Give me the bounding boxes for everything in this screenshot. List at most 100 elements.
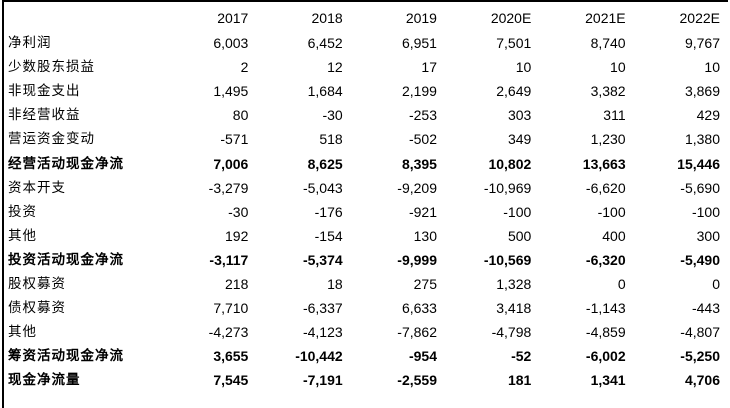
value-cell: 2,649 [496,83,532,100]
row-label: 资本开支 [8,179,66,196]
value-cell: -5,043 [302,179,343,196]
value-cell: 6,003 [213,35,249,52]
value-cell: -10,442 [295,348,343,365]
value-cell: 518 [319,131,343,148]
value-cell: -253 [408,107,437,124]
value-cell: -100 [597,203,626,220]
value-cell: -30 [322,107,343,124]
value-cell: 4,706 [684,372,720,389]
row-label: 营运资金变动 [8,131,95,148]
top-rule [4,0,728,2]
value-cell: 9,767 [684,35,720,52]
row-label: 经营活动现金净流 [8,155,124,172]
value-cell: 181 [507,372,532,389]
value-cell: -4,123 [302,324,343,341]
value-cell: -921 [408,203,437,220]
value-cell: -10,969 [483,179,532,196]
value-cell: 15,446 [677,155,720,172]
table-row: 非现金支出 1,495 1,684 2,199 2,649 3,382 3,869 [4,79,726,103]
value-cell: -6,337 [302,300,343,317]
row-label: 少数股东损益 [8,59,95,76]
value-cell: 3,382 [590,83,626,100]
value-cell: 303 [507,107,532,124]
value-cell: 12 [327,59,343,76]
value-cell: 300 [696,227,720,244]
table-row: 投资活动现金净流 -3,117 -5,374 -9,999 -10,569 -6,320 -… [4,248,726,272]
value-cell: 275 [413,275,437,292]
header-row: 2017 2018 2019 2020E 2021E 2022E [4,5,726,31]
row-label: 现金净流量 [8,372,81,389]
value-cell: 192 [225,227,249,244]
value-cell: 10 [515,59,532,76]
value-cell: 8,625 [307,155,343,172]
value-cell: 0 [617,275,626,292]
header-cell: 2018 [311,10,343,26]
header-cell [4,5,160,31]
table-row: 资本开支 -3,279 -5,043 -9,209 -10,969 -6,620 -5,69… [4,176,726,200]
value-cell: -5,690 [680,179,720,196]
value-cell: 1,495 [213,83,249,100]
value-cell: 7,710 [213,300,249,317]
value-cell: 130 [413,227,437,244]
header-cell: 2020E [490,10,532,26]
row-label: 非经营收益 [8,107,81,124]
row-label: 投资活动现金净流 [8,251,124,268]
value-cell: -9,999 [397,251,437,268]
value-cell: 2,199 [401,83,437,100]
value-cell: 10 [610,59,626,76]
value-cell: -52 [511,348,532,365]
value-cell: 3,869 [684,83,720,100]
header-cell: 2017 [217,10,249,26]
value-cell: -5,374 [302,251,343,268]
value-cell: 1,341 [590,372,626,389]
value-cell: -443 [691,300,720,317]
table-row: 其他 -4,273 -4,123 -7,862 -4,798 -4,859 -4,807 [4,320,726,344]
value-cell: 349 [507,131,532,148]
value-cell: -4,859 [585,324,626,341]
value-cell: 80 [232,107,249,124]
header-cell: 2019 [405,10,437,26]
value-cell: 8,395 [401,155,437,172]
cash-flow-table: 2017 2018 2019 2020E 2021E 2022E 净利润 6,00… [4,5,726,392]
value-cell: 10,802 [488,155,532,172]
value-cell: 7,006 [213,155,249,172]
value-cell: -30 [228,203,249,220]
value-cell: -502 [408,131,437,148]
value-cell: -5,490 [680,251,720,268]
value-cell: 18 [327,275,343,292]
value-cell: -6,002 [585,348,626,365]
value-cell: 3,418 [496,300,532,317]
table-row: 净利润 6,003 6,452 6,951 7,501 8,740 9,767 [4,31,726,55]
value-cell: 500 [507,227,532,244]
table-row: 少数股东损益 2 12 17 10 10 10 [4,55,726,79]
value-cell: 17 [421,59,437,76]
header-cell: 2021E [585,10,626,26]
value-cell: -100 [503,203,532,220]
value-cell: -4,807 [680,324,720,341]
row-label: 股权募资 [8,275,66,292]
table-body: 净利润 6,003 6,452 6,951 7,501 8,740 9,767 少数股东损益 2… [4,31,726,392]
table-row: 非经营收益 80 -30 -253 303 311 429 [4,103,726,127]
value-cell: -100 [691,203,720,220]
row-label: 净利润 [8,35,52,52]
value-cell: 1,328 [496,275,532,292]
row-label: 其他 [8,227,37,244]
row-label: 其他 [8,324,37,341]
value-cell: 400 [602,227,626,244]
value-cell: 2 [240,59,249,76]
value-cell: 8,740 [590,35,626,52]
table-row: 其他 192 -154 130 500 400 300 [4,224,726,248]
value-cell: -3,279 [208,179,249,196]
value-cell: 1,380 [684,131,720,148]
value-cell: 7,501 [496,35,532,52]
value-cell: 1,230 [590,131,626,148]
table-row: 股权募资 218 18 275 1,328 0 0 [4,272,726,296]
row-label: 投资 [8,203,37,220]
value-cell: -3,117 [209,251,249,268]
value-cell: 6,951 [401,35,437,52]
value-cell: 10 [704,59,720,76]
row-label: 非现金支出 [8,83,81,100]
value-cell: -5,250 [680,348,720,365]
value-cell: 6,633 [401,300,437,317]
value-cell: 1,684 [307,83,343,100]
